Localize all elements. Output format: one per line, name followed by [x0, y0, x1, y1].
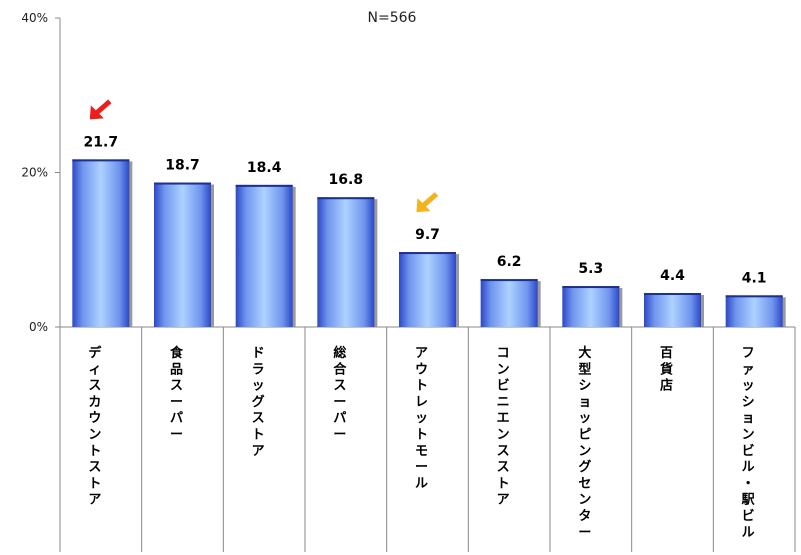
- bar: [644, 293, 701, 327]
- data-label: 5.3: [578, 261, 603, 277]
- bar-top-edge: [317, 197, 375, 200]
- category-label: ファッションビル・駅ビル: [741, 346, 756, 540]
- bar: [725, 295, 783, 327]
- y-tick-label: 0%: [29, 320, 48, 334]
- category-label: 総合スーパー: [333, 345, 347, 443]
- sample-size-note: N=566: [368, 10, 417, 26]
- bar-top-edge: [562, 286, 620, 289]
- bar: [399, 252, 456, 327]
- bars: [72, 159, 786, 327]
- labels: 21.7 ディスカウントストア 18.7 食品スーパー 18.4 ドラッグストア 16.8 総…: [84, 99, 767, 540]
- bar-top-edge: [480, 279, 538, 282]
- bar: [72, 159, 130, 327]
- category-label: ドラッグストア: [252, 346, 265, 459]
- y-tick-label: 20%: [21, 166, 48, 180]
- highlight-arrow-icon: [416, 192, 439, 213]
- data-label: 4.1: [742, 270, 767, 286]
- bar: [235, 184, 293, 327]
- bar-top-edge: [235, 184, 293, 187]
- bar-top-edge: [644, 293, 701, 296]
- category-label: ディスカウントストア: [88, 345, 102, 508]
- category-label: 百貨店: [660, 346, 673, 394]
- arrow-head: [89, 105, 104, 120]
- bar: [154, 182, 211, 327]
- bar: [317, 197, 375, 327]
- bar: [480, 279, 538, 327]
- data-label: 16.8: [329, 172, 364, 188]
- bar-top-edge: [399, 252, 456, 255]
- data-label: 18.4: [247, 160, 282, 176]
- highlight-arrow-icon: [89, 99, 112, 120]
- arrow-head: [416, 198, 431, 213]
- y-tick-label: 40%: [21, 11, 48, 25]
- category-label: コンビニエンスストア: [497, 346, 510, 508]
- data-label: 21.7: [84, 134, 119, 150]
- data-label: 4.4: [660, 268, 685, 284]
- bar-top-edge: [154, 182, 211, 185]
- data-label: 18.7: [165, 158, 200, 174]
- bar-top-edge: [72, 159, 130, 162]
- bar: [562, 286, 620, 327]
- category-label: 大型ショッピングセンター: [578, 345, 591, 540]
- category-label: アウトレットモール: [415, 346, 428, 491]
- bar-top-edge: [725, 295, 783, 298]
- category-label: 食品スーパー: [170, 345, 184, 443]
- data-label: 6.2: [497, 254, 522, 270]
- data-label: 9.7: [415, 227, 440, 243]
